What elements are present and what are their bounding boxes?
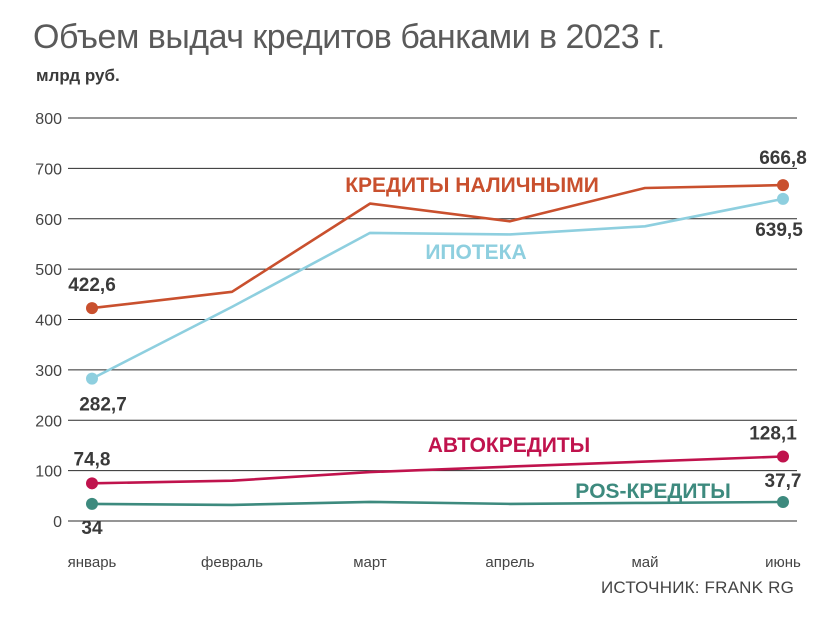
data-point (777, 192, 789, 205)
data-label: 34 (81, 518, 103, 539)
y-tick-label: 500 (35, 262, 62, 279)
series-name-label: ИПОТЕКА (425, 241, 526, 264)
y-tick-label: 400 (35, 313, 62, 330)
x-tick-label: март (353, 554, 387, 571)
unit-label: млрд руб. (36, 66, 120, 85)
series-line (91, 455, 784, 485)
x-tick-label: май (631, 554, 658, 571)
y-tick-label: 600 (35, 212, 62, 229)
data-point (86, 477, 98, 490)
data-point (86, 497, 98, 510)
x-tick-label: июнь (765, 554, 801, 571)
series-name-label: POS-КРЕДИТЫ (575, 480, 731, 503)
data-point (777, 496, 789, 509)
data-label: 74,8 (74, 449, 111, 470)
y-tick-label: 800 (35, 111, 62, 128)
data-label: 37,7 (765, 471, 802, 492)
data-label: 422,6 (68, 275, 116, 296)
y-tick-label: 200 (35, 413, 62, 430)
data-label: 282,7 (79, 395, 127, 416)
data-point (86, 372, 98, 385)
x-tick-label: январь (68, 554, 117, 571)
data-label: 128,1 (749, 423, 797, 444)
y-tick-label: 300 (35, 363, 62, 380)
data-point (86, 302, 98, 315)
series-line (91, 500, 784, 507)
source-note: ИСТОЧНИК: FRANK RG (600, 578, 794, 597)
y-tick-label: 700 (35, 161, 62, 178)
series-line (91, 197, 784, 380)
x-tick-label: апрель (485, 554, 534, 571)
y-tick-label: 100 (35, 464, 62, 481)
data-label: 639,5 (755, 220, 803, 241)
data-point (777, 450, 789, 463)
series-name-label: КРЕДИТЫ НАЛИЧНЫМИ (345, 174, 599, 197)
y-tick-label: 0 (53, 514, 62, 531)
data-label: 666,8 (759, 148, 807, 169)
series-line (91, 183, 784, 310)
data-point (777, 179, 789, 192)
chart-title: Объем выдач кредитов банками в 2023 г. (33, 18, 665, 56)
x-tick-label: февраль (201, 554, 263, 571)
series-name-label: АВТОКРЕДИТЫ (428, 434, 590, 457)
